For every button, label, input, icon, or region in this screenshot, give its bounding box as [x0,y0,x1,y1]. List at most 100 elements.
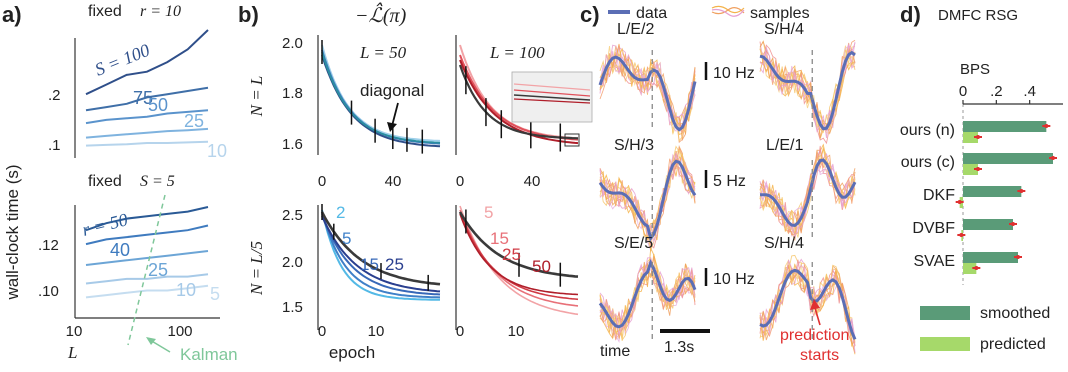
x-tick-label: .4 [1023,83,1036,100]
sample-trace [759,42,856,138]
data-trace [759,158,857,227]
panel-b-bottom-left-curves [320,204,441,301]
inset-line [513,98,591,104]
sample-trace [759,155,856,238]
cell-title: S/H/3 [614,137,654,154]
sample-trace [599,145,696,240]
panel-b-top-left-curves [321,40,441,154]
x-tick-label: .2 [990,83,1003,100]
scale-bar-label: 10 Hz [713,65,755,82]
cell-title: S/H/4 [764,21,804,38]
panel-b-bottom-ylabel: N = L/5 [247,241,266,296]
category-label: SVAE [914,253,956,270]
panel-a-bottom-ytick: .10 [38,283,59,300]
curve [459,211,579,301]
panel-d-bar-chart: 0 .2 .4 ours (n) ours (c) DKF DVBF SVAE [900,83,1063,285]
series-label: 50 [532,257,551,276]
prediction-arrow [814,307,821,326]
series-label: 25 [502,245,521,264]
panel-a-xtick: 100 [167,323,192,340]
series-label: 10 [207,141,227,161]
panel-a-label: a) [2,2,22,27]
legend-predicted-swatch [920,337,970,351]
prediction-arrowhead [810,299,820,310]
error-dot [957,200,962,204]
sample-trace [599,269,696,340]
inset-zoom [511,71,593,123]
panel-d-axis-title: BPS [960,61,990,78]
panel-a-xtick: 10 [66,323,83,340]
series-label: 25 [385,255,404,274]
panel-b-title: −ℒ̂(π) [355,2,407,27]
series-label: 5 [342,229,351,248]
panel-a-xlabel: L [67,343,77,362]
legend-data-label: data [636,5,667,22]
series-label: r = 50 [80,209,130,240]
error-dot [959,233,964,237]
panel-a-top-ytick: .2 [48,87,61,104]
bar-smoothed [963,121,1047,132]
error-dot [1016,255,1020,259]
bar-smoothed [963,219,1013,230]
panel-a-top-series [85,29,209,147]
series-label: 5 [210,284,220,304]
error-dot [1019,189,1024,193]
bar-predicted [963,263,977,274]
inset-source-box [564,133,580,147]
panel-b-tr-title: L = 100 [489,43,545,62]
inset-line [513,94,591,101]
series-line [85,273,209,285]
curve [459,213,579,296]
bar-predicted [963,132,978,143]
category-label: DKF [923,187,955,204]
data-trace [598,55,697,132]
xtick: 0 [456,323,464,340]
category-label: ours (c) [901,154,955,171]
panel-b-bottom-right-curves [458,205,579,316]
series-line [85,127,209,139]
series-line [85,140,209,147]
xtick: 40 [524,173,541,190]
time-scalebar-label: 1.3s [664,339,694,356]
panel-b-label: b) [238,2,259,27]
bar-smoothed [963,186,1022,197]
xtick: 10 [368,323,385,340]
ytick: 2.0 [282,254,303,271]
data-trace [598,258,697,329]
panel-d-title: DMFC RSG [938,7,1018,24]
legend-smoothed-label: smoothed [980,305,1050,322]
inset-line [513,83,591,91]
series-line [85,284,209,299]
panel-c-label: c) [580,2,600,27]
category-label: DVBF [912,220,955,237]
cell-title: L/E/1 [766,137,803,154]
panel-a-bottom-ytick: .12 [38,237,59,254]
ytick: 1.5 [282,299,303,316]
diagonal-arrow [391,102,399,127]
cell-title: L/E/2 [617,21,654,38]
curve [321,51,441,144]
cell-title: S/H/4 [764,235,804,252]
ytick: 1.6 [282,136,303,153]
legend-smoothed-swatch [920,306,970,320]
error-dot [974,266,979,270]
series-line [85,86,209,112]
series-line [85,206,209,232]
inset-line [513,89,591,97]
error-dot [1051,156,1055,160]
series-label: 5 [484,203,493,222]
panel-b-xlabel: epoch [329,343,375,362]
ytick: 2.0 [282,35,303,52]
legend-samples-swatch [711,5,745,17]
series-label: 15 [490,229,509,248]
series-line [85,224,209,246]
curve [321,211,441,299]
time-label: time [600,343,630,360]
series-label: 10 [176,280,196,300]
curve [321,209,441,301]
series-label: 40 [110,240,130,260]
mean-curve [458,64,579,140]
bar-smoothed [963,252,1018,263]
category-label: ours (n) [900,122,955,139]
prediction-label: starts [800,347,839,364]
